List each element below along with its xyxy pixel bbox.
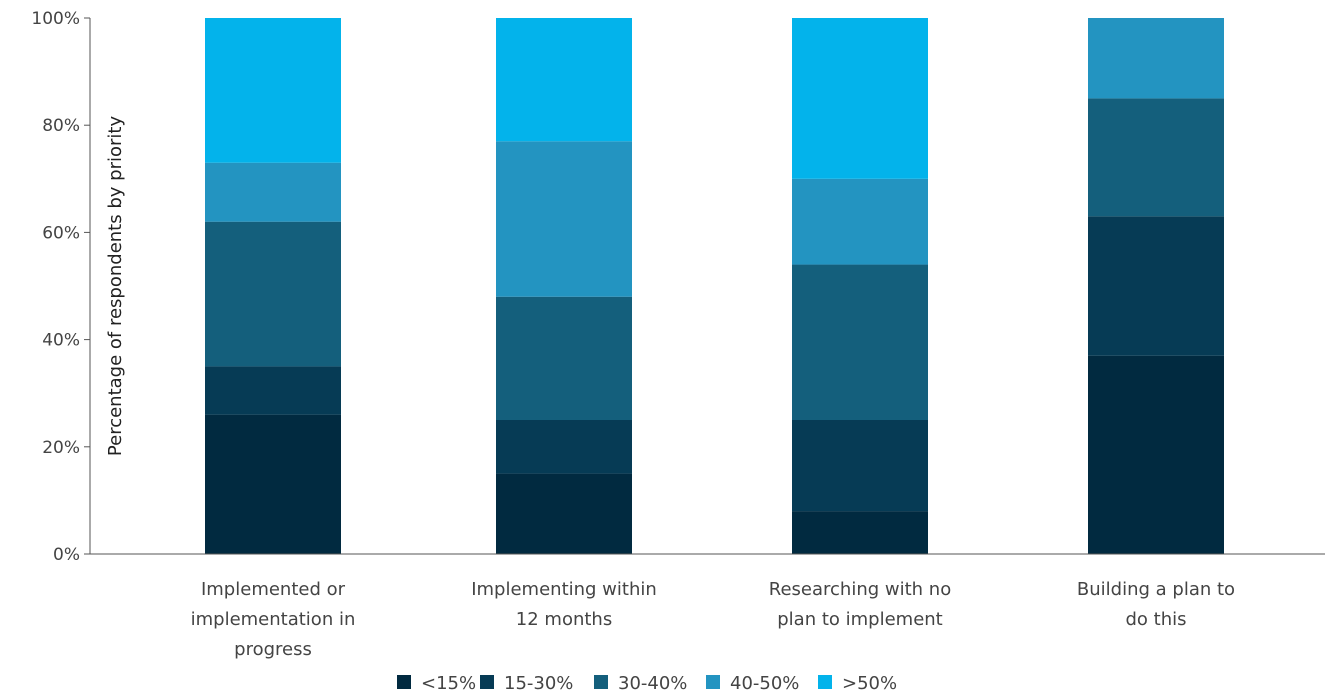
bar-segment <box>496 296 632 420</box>
x-axis: Implemented or implementation in progress I… <box>90 553 1325 660</box>
bar-segment <box>1088 98 1224 217</box>
x-category-label: Building a plan to do this <box>1077 579 1235 630</box>
bar-segment <box>1088 216 1224 356</box>
bar-segment <box>792 18 928 179</box>
y-tick-label: 60% <box>42 223 80 243</box>
legend: <15% 15-30% 30-40% 40-50% >50% <box>397 673 897 694</box>
bar-segment <box>496 18 632 142</box>
bar-segment <box>205 162 341 222</box>
y-tick-label: 100% <box>31 9 80 29</box>
bar-segment <box>792 511 928 554</box>
bar-segment <box>205 221 341 367</box>
legend-swatch <box>594 675 608 689</box>
bar-segment <box>1088 355 1224 554</box>
legend-label: 30-40% <box>618 673 687 694</box>
legend-label: <15% <box>421 673 476 694</box>
bar-segment <box>496 473 632 554</box>
legend-label: 15-30% <box>504 673 573 694</box>
bar-segment <box>792 178 928 265</box>
legend-swatch <box>397 675 411 689</box>
legend-swatch <box>818 675 832 689</box>
y-tick-label: 40% <box>42 331 80 351</box>
bar-segment <box>205 414 341 554</box>
bar-segment <box>205 18 341 163</box>
bar-segment <box>1088 18 1224 99</box>
y-axis-label: Percentage of respondents by priority <box>105 116 126 457</box>
y-tick-label: 20% <box>42 438 80 458</box>
legend-label: 40-50% <box>730 673 799 694</box>
legend-swatch <box>480 675 494 689</box>
bar-segment <box>205 366 341 415</box>
bar-segment <box>496 141 632 297</box>
x-category-label: Implemented or implementation in progress <box>191 579 356 660</box>
y-tick-label: 0% <box>53 545 80 565</box>
bar-segment <box>792 420 928 512</box>
x-category-label: Implementing within 12 months <box>471 579 657 630</box>
bar-segment <box>792 264 928 420</box>
x-category-label: Researching with no plan to implement <box>769 579 951 630</box>
bars-group <box>205 18 1224 554</box>
bar-segment <box>496 420 632 474</box>
y-axis: 0% 20% 40% 60% 80% 100% <box>31 9 91 565</box>
legend-label: >50% <box>842 673 897 694</box>
legend-swatch <box>706 675 720 689</box>
y-tick-label: 80% <box>42 116 80 136</box>
